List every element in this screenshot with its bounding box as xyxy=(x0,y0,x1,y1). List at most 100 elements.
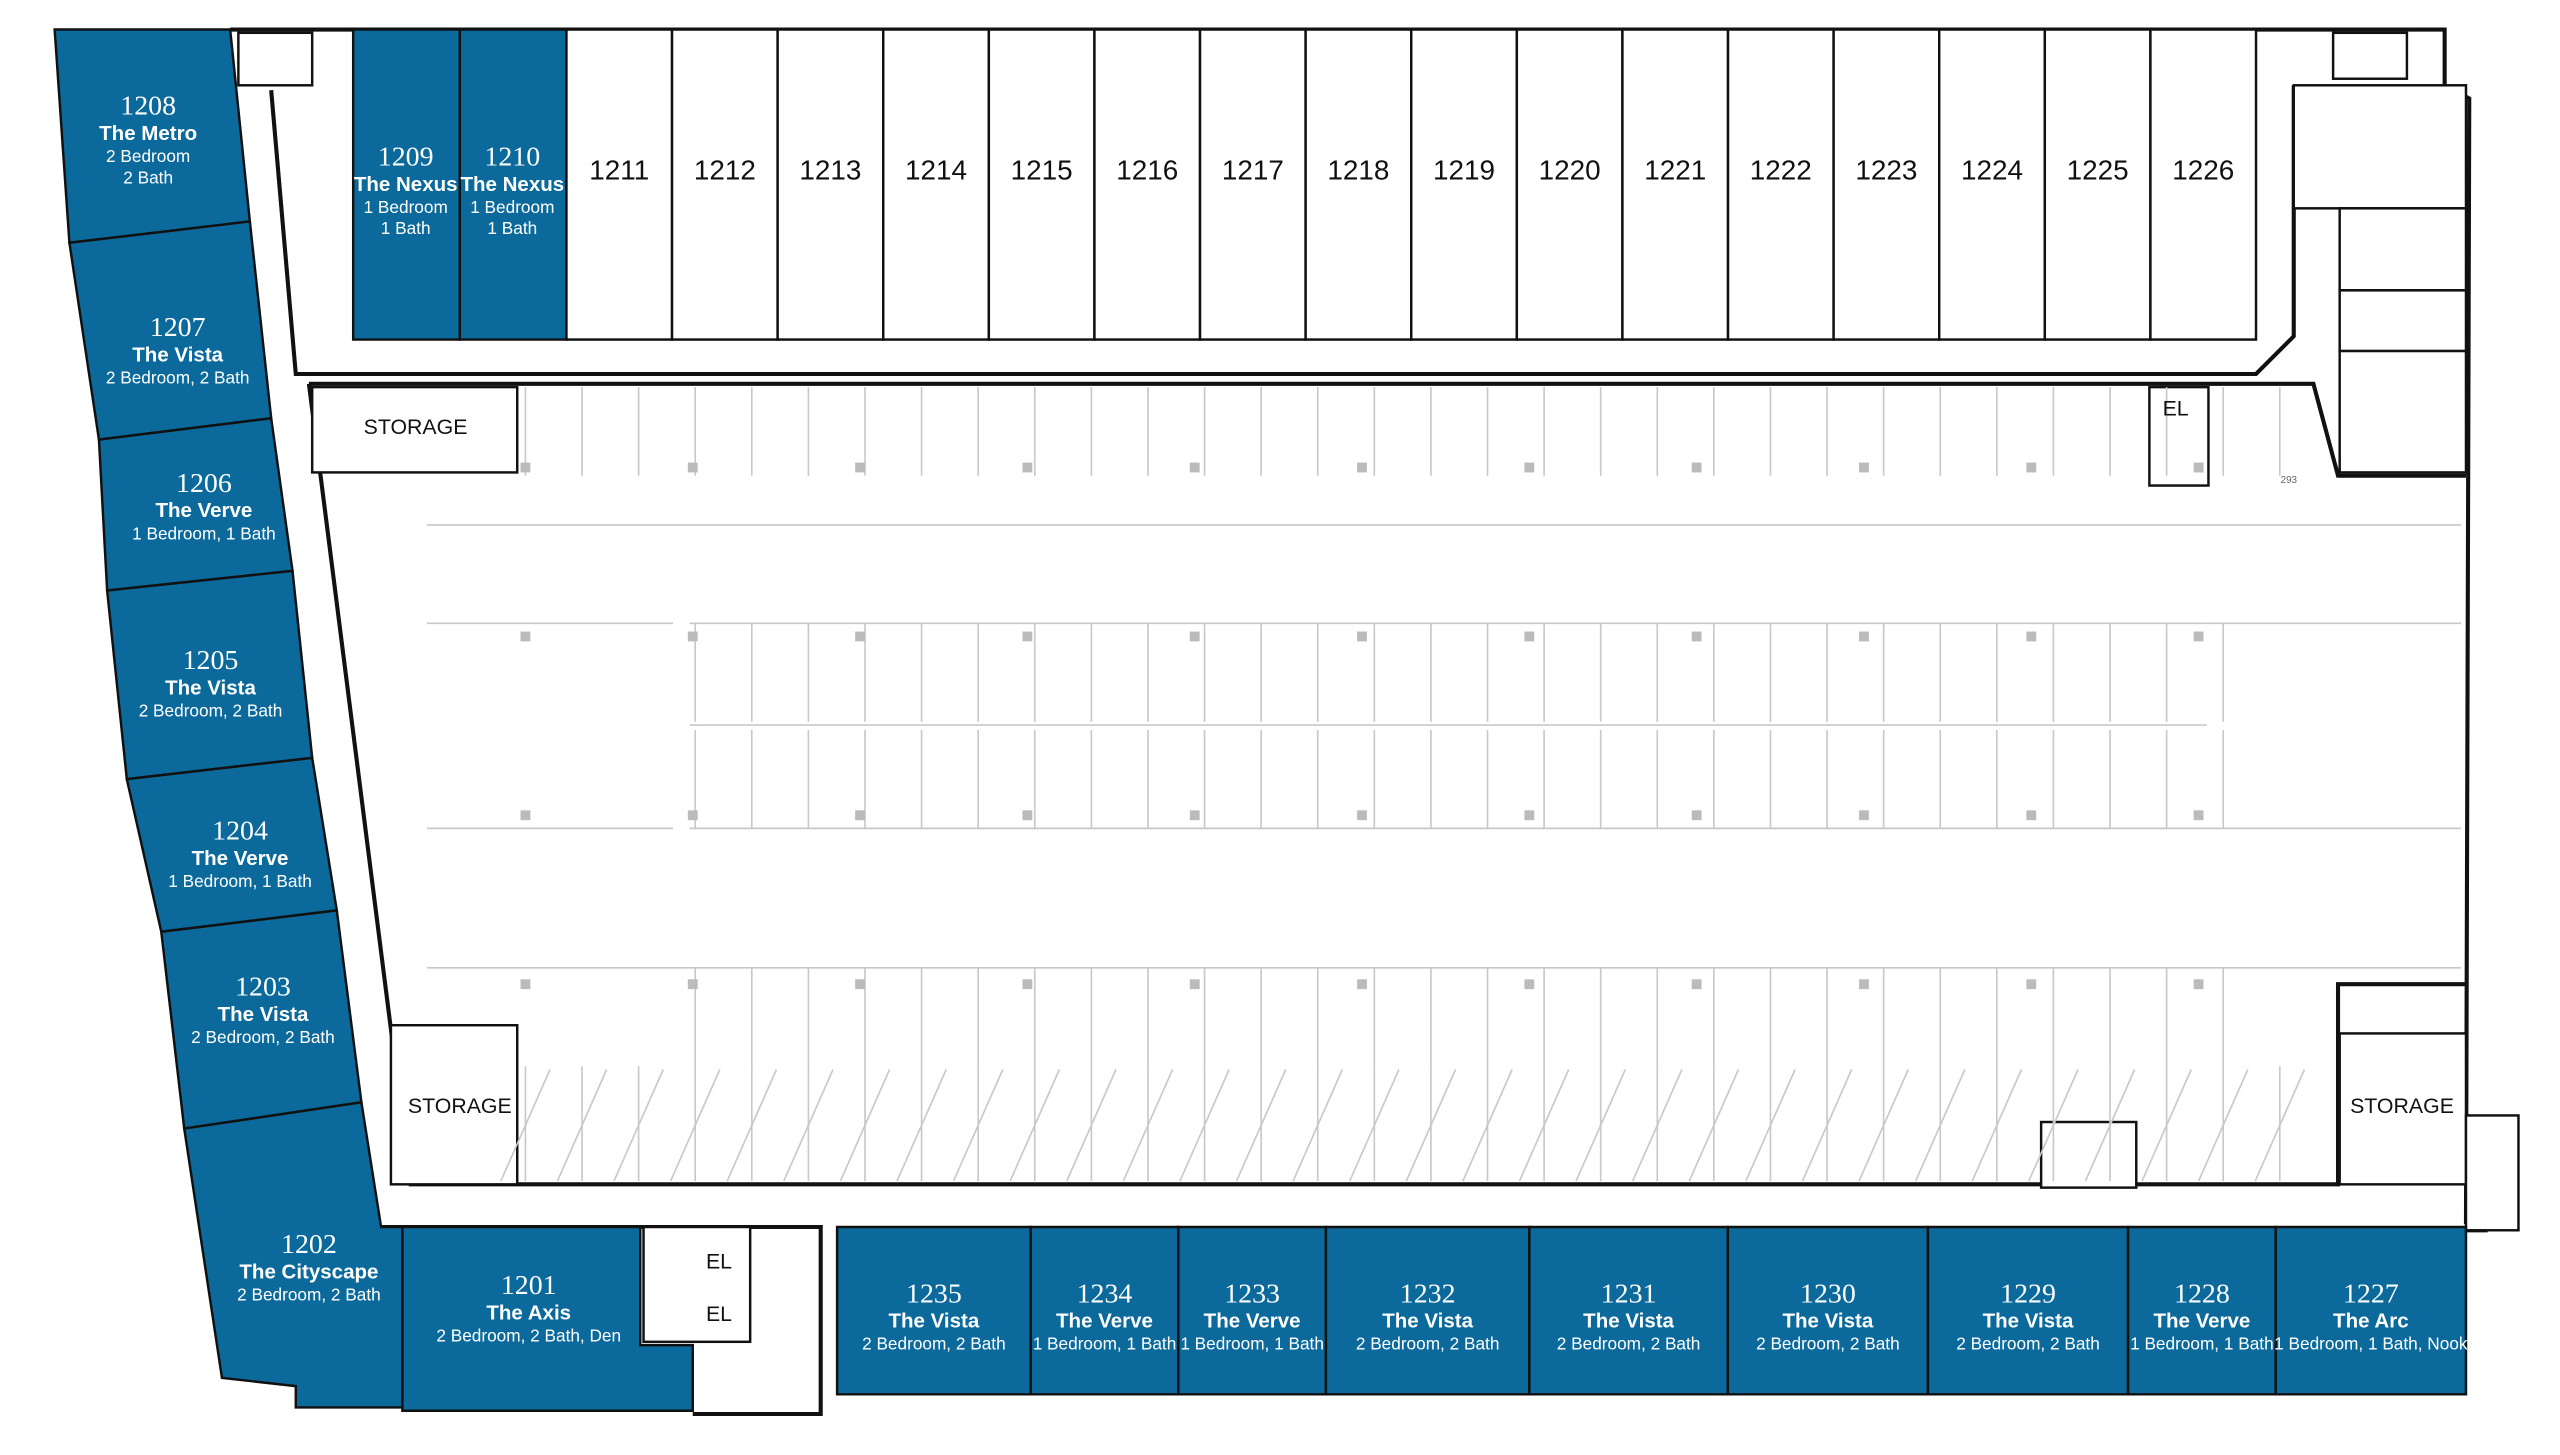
column xyxy=(1859,462,1869,473)
stall-line xyxy=(669,1069,721,1182)
column xyxy=(2026,631,2037,642)
unit-details: 1 Bedroom, 1 Bath xyxy=(2130,1334,2274,1354)
elevator-label: EL xyxy=(706,1302,732,1326)
column xyxy=(855,462,865,473)
unit-number: 1233 xyxy=(1224,1278,1280,1309)
unit-number: 1222 xyxy=(1750,155,1812,186)
column xyxy=(2026,979,2037,990)
unit-number: 1223 xyxy=(1855,155,1917,186)
stall-line xyxy=(2254,1069,2306,1182)
column xyxy=(855,631,865,642)
column xyxy=(1859,810,1869,821)
stall-line xyxy=(2028,1069,2079,1182)
unit-number: 1206 xyxy=(176,468,232,499)
column xyxy=(687,631,698,642)
stall-line xyxy=(1971,1069,2023,1182)
stall-line xyxy=(1858,1069,1910,1182)
unit-details: 1 Bedroom, 1 Bath, Nook xyxy=(2274,1334,2468,1354)
column xyxy=(1022,631,1033,642)
column xyxy=(1691,462,1702,473)
unit-number: 1234 xyxy=(1077,1278,1133,1309)
unit xyxy=(882,28,991,341)
column xyxy=(1524,631,1535,642)
stair xyxy=(237,31,314,87)
column xyxy=(1189,810,1200,821)
stall-line xyxy=(1066,1069,1117,1182)
stall-line xyxy=(1745,1069,1796,1182)
unit-name: The Verve xyxy=(1056,1310,1153,1333)
unit-number: 1227 xyxy=(2343,1278,2399,1309)
column xyxy=(1357,631,1367,642)
room xyxy=(2338,349,2468,474)
column xyxy=(2026,462,2037,473)
unit-name: The Nexus xyxy=(460,173,564,196)
unit-details: 1 Bedroom, 1 Bath xyxy=(1180,1334,1324,1354)
storage-room xyxy=(2338,1032,2468,1186)
unit-number: 1209 xyxy=(378,142,434,173)
unit-number: 1204 xyxy=(212,816,268,847)
unit-details: 1 Bedroom, 1 Bath xyxy=(1033,1334,1177,1354)
unit-details: 2 Bedroom, 2 Bath xyxy=(139,700,283,720)
stall-line xyxy=(1688,1069,1740,1182)
storage-label: STORAGE xyxy=(364,415,468,439)
unit-number: 1213 xyxy=(799,155,861,186)
column xyxy=(1189,979,1200,990)
unit-number: 1202 xyxy=(281,1229,337,1260)
unit-number: 1201 xyxy=(501,1270,557,1301)
unit-number: 1232 xyxy=(1400,1278,1456,1309)
unit-details: 2 Bedroom, 2 Bath xyxy=(1557,1334,1701,1354)
column xyxy=(855,979,865,990)
unit-number: 1226 xyxy=(2172,155,2234,186)
column xyxy=(1022,810,1033,821)
stall-line xyxy=(839,1069,891,1182)
unit-name: The Vista xyxy=(132,343,223,366)
column xyxy=(1524,462,1535,473)
column xyxy=(1189,631,1200,642)
column xyxy=(1357,462,1367,473)
room xyxy=(2292,84,2468,210)
storage-label: STORAGE xyxy=(408,1094,512,1118)
stall-line xyxy=(1405,1069,1457,1182)
room xyxy=(2338,289,2468,353)
labels: STORAGE STORAGE STORAGE EL EL EL 293 xyxy=(364,397,2454,1326)
unit-number: 1214 xyxy=(905,155,967,186)
elevator-label: EL xyxy=(2163,397,2189,421)
stall-line xyxy=(783,1069,834,1182)
stall-line xyxy=(1575,1069,1627,1182)
unit-details: 2 Bath xyxy=(123,167,173,187)
stall-line xyxy=(2141,1069,2192,1182)
unit-details: 2 Bedroom, 2 Bath xyxy=(1956,1334,2100,1354)
unit-details: 2 Bedroom, 2 Bath xyxy=(862,1334,1006,1354)
unit-number: 1230 xyxy=(1800,1278,1856,1309)
unit-name: The Vista xyxy=(218,1003,309,1026)
unit-details: 2 Bedroom, 2 Bath, Den xyxy=(436,1325,621,1345)
unit-number: 1221 xyxy=(1644,155,1706,186)
unit-number: 1203 xyxy=(235,972,291,1003)
unit-number: 1224 xyxy=(1961,155,2023,186)
column xyxy=(687,810,698,821)
stall-line xyxy=(1801,1069,1853,1182)
unit-name: The Vista xyxy=(165,676,256,699)
unit-name: The Vista xyxy=(888,1310,979,1333)
unit-number: 1218 xyxy=(1327,155,1389,186)
stall-line xyxy=(952,1069,1004,1182)
column xyxy=(520,631,531,642)
storage-label: STORAGE xyxy=(2350,1094,2454,1118)
unit-details: 1 Bedroom xyxy=(470,197,554,217)
garage-wall xyxy=(306,383,2466,1187)
storage-room xyxy=(310,385,519,474)
unit-name: The Verve xyxy=(155,499,252,522)
column xyxy=(1691,631,1702,642)
stall-line xyxy=(1348,1069,1400,1182)
stair xyxy=(2039,1120,2138,1189)
unit xyxy=(2274,1225,2468,1396)
unit xyxy=(1093,28,1202,341)
building-structure xyxy=(230,27,2520,1417)
column xyxy=(687,462,698,473)
unit-name: The Verve xyxy=(1204,1310,1301,1333)
column xyxy=(1691,979,1702,990)
column xyxy=(687,979,698,990)
